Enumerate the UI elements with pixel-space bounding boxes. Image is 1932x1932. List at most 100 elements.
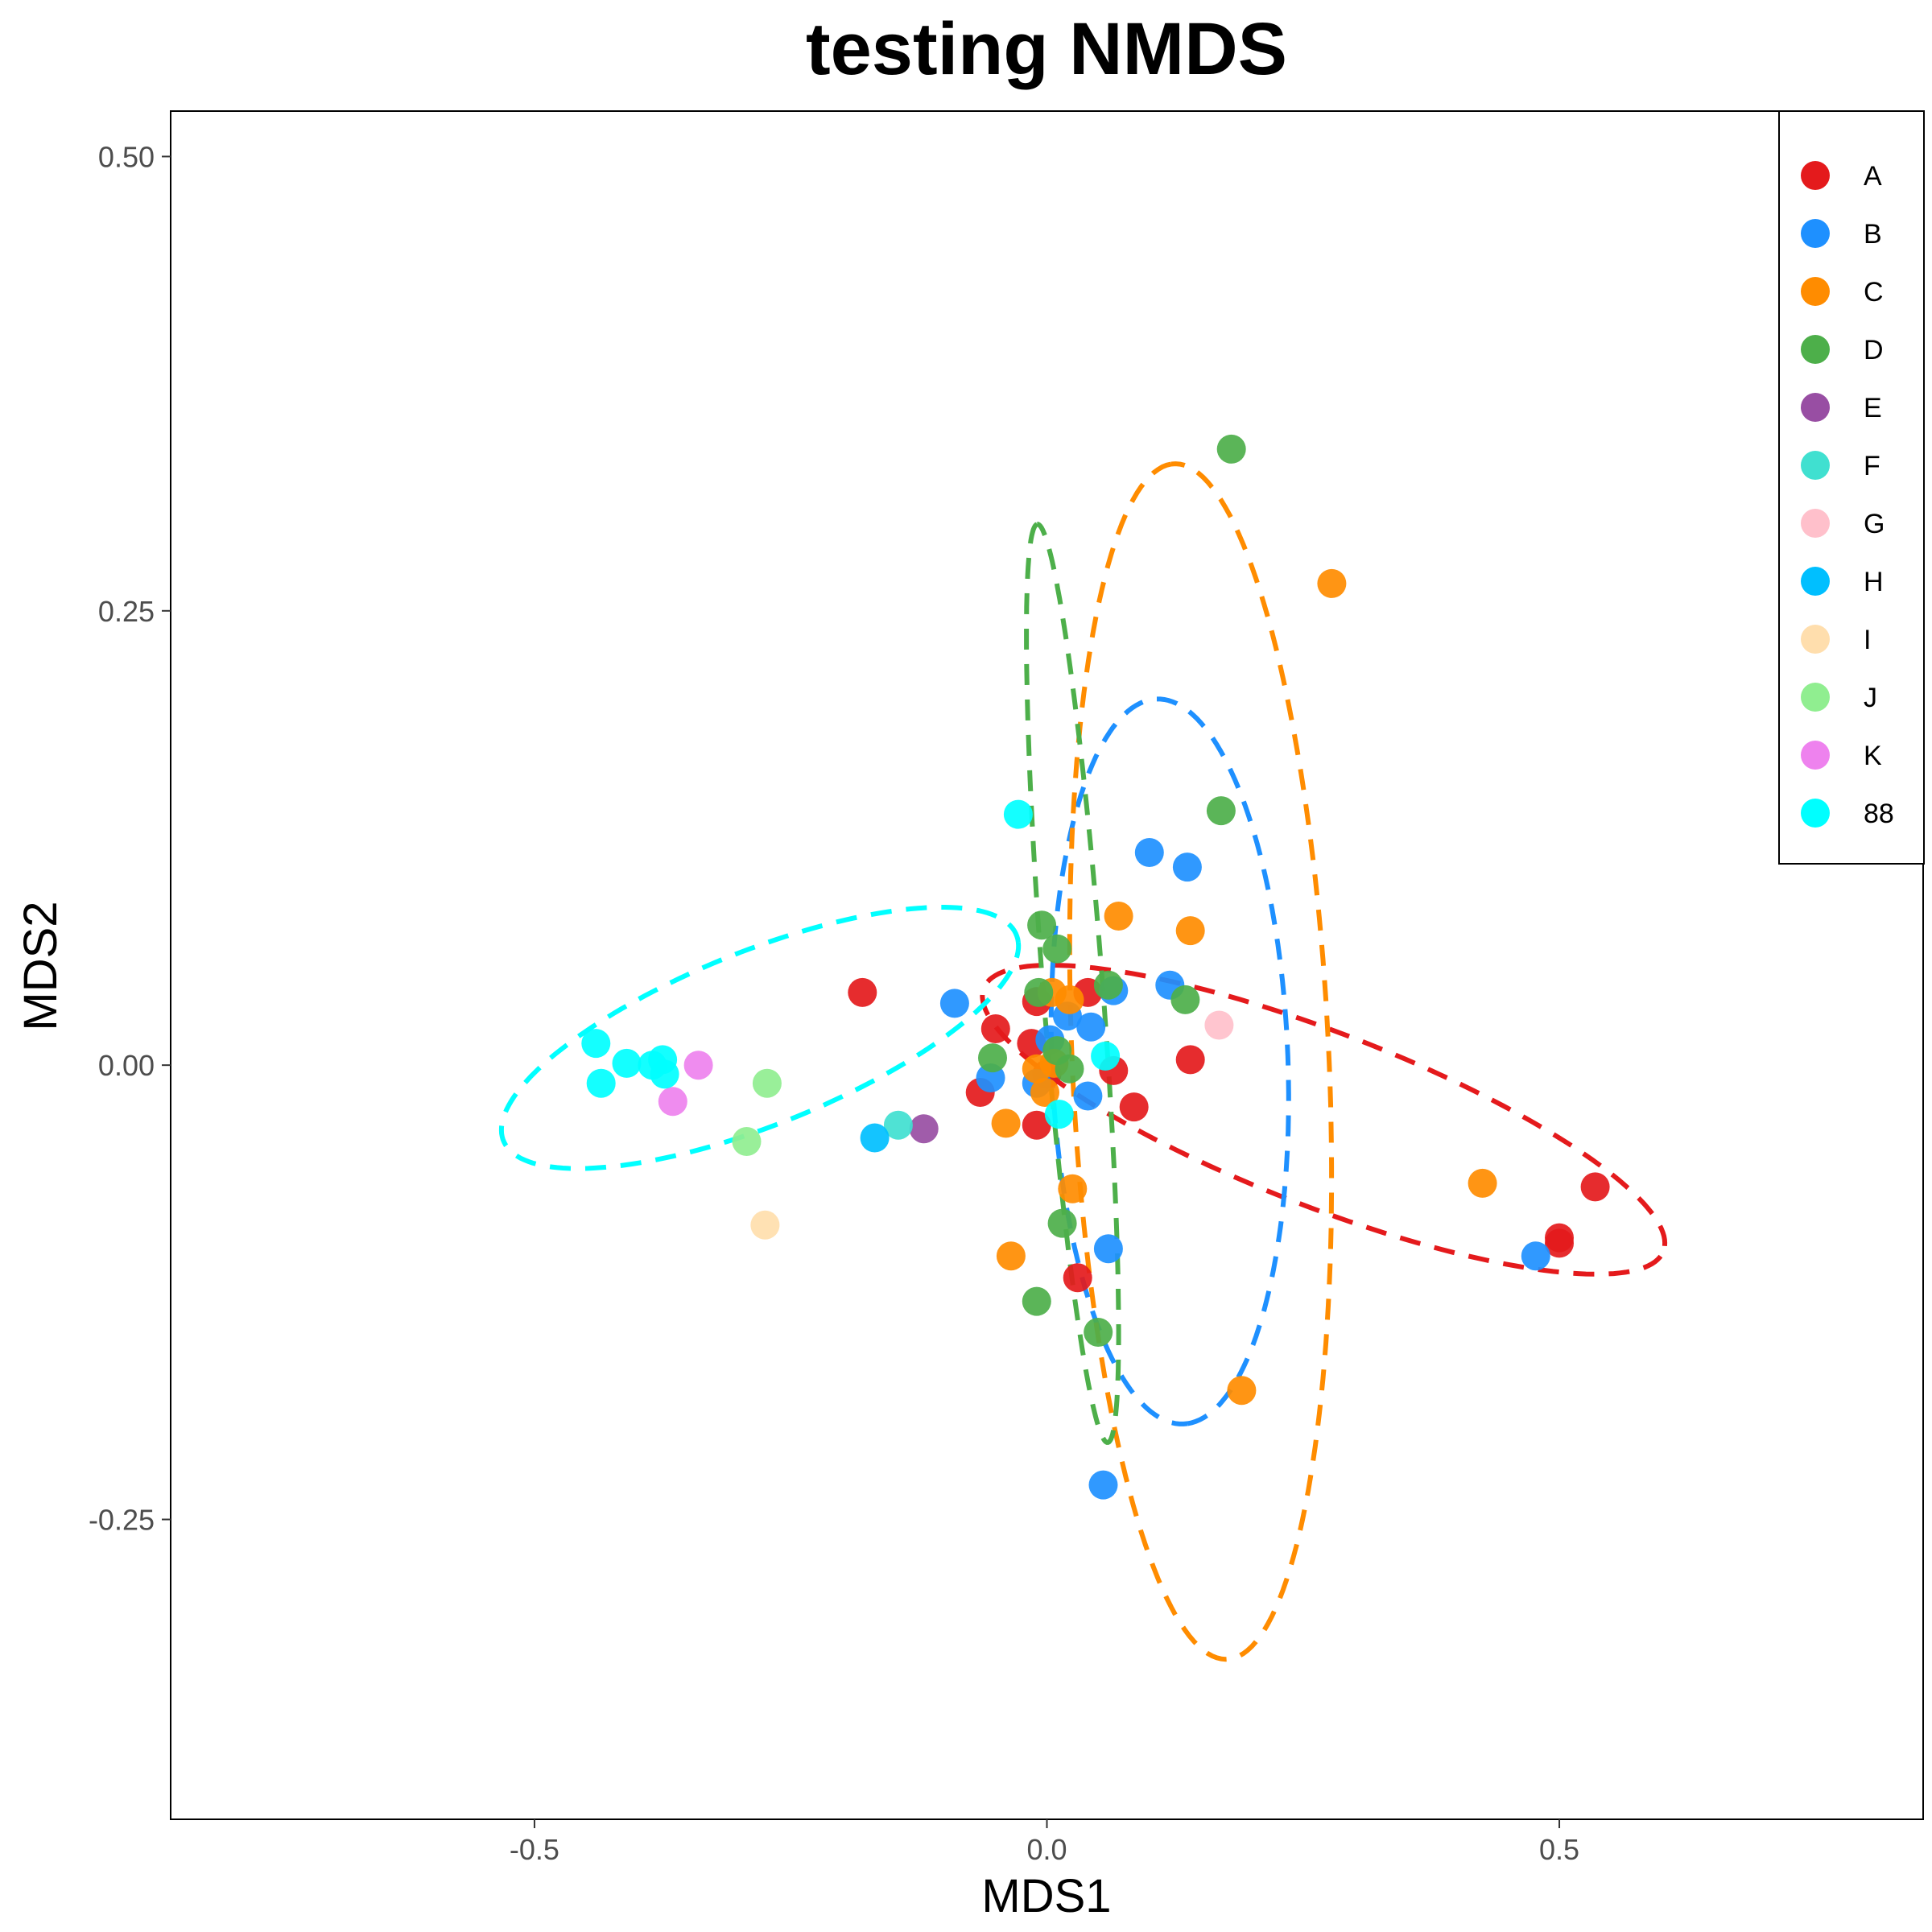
legend-label-I: I [1864, 625, 1871, 655]
point-H-0 [860, 1123, 890, 1153]
legend-key-E [1801, 393, 1830, 422]
point-C-8 [991, 1108, 1021, 1138]
point-88-5 [650, 1059, 679, 1089]
point-F-0 [883, 1110, 913, 1140]
point-J-1 [732, 1127, 762, 1156]
point-A-14 [1063, 1263, 1092, 1293]
point-B-11 [1093, 1234, 1123, 1264]
point-B-10 [1073, 1081, 1103, 1111]
ellipse-C [1067, 461, 1335, 1662]
legend-key-K [1801, 741, 1830, 770]
point-88-0 [581, 1029, 611, 1059]
point-D-4 [1093, 970, 1123, 1000]
point-D-5 [1024, 977, 1054, 1007]
y-tick-label: 0.25 [98, 595, 155, 628]
point-88-8 [1044, 1100, 1074, 1129]
point-G-0 [1204, 1010, 1234, 1040]
point-E-0 [909, 1114, 939, 1144]
point-C-7 [1030, 1078, 1059, 1107]
point-B-1 [1134, 838, 1164, 867]
legend-label-D: D [1864, 335, 1884, 365]
legend-label-C: C [1864, 277, 1884, 308]
point-D-0 [1216, 434, 1246, 464]
point-D-2 [1027, 910, 1057, 940]
point-K-0 [683, 1051, 713, 1080]
point-D-3 [1042, 934, 1072, 964]
legend-label-A: A [1864, 161, 1882, 192]
legend-label-E: E [1864, 393, 1882, 423]
point-A-11 [1580, 1172, 1610, 1202]
legend-key-F [1801, 451, 1830, 480]
point-B-0 [939, 989, 969, 1018]
x-tick-label: 0.0 [1026, 1833, 1067, 1866]
legend-key-D [1801, 335, 1830, 364]
point-B-12 [1521, 1241, 1550, 1271]
point-J-0 [752, 1068, 782, 1098]
point-88-2 [612, 1048, 642, 1078]
legend-label-88: 88 [1864, 799, 1894, 829]
legend-label-B: B [1864, 219, 1882, 250]
legend-label-J: J [1864, 683, 1877, 713]
legend-key-B [1801, 219, 1830, 248]
point-D-6 [1170, 985, 1200, 1014]
y-tick-label: -0.25 [89, 1504, 155, 1537]
point-C-2 [1175, 916, 1205, 946]
point-D-1 [1206, 796, 1236, 826]
point-A-13 [1545, 1228, 1574, 1258]
y-axis-title: MDS2 [14, 901, 67, 1030]
x-axis: -0.5 0.0 0.5 [510, 1819, 1579, 1866]
point-K-1 [658, 1087, 687, 1117]
legend-key-G [1801, 509, 1830, 538]
legend-key-C [1801, 277, 1830, 306]
point-A-8 [1022, 1110, 1051, 1140]
plot-panel-border [170, 110, 1924, 1820]
ellipse-A [980, 963, 1668, 1277]
point-D-8 [978, 1043, 1007, 1073]
point-D-10 [1047, 1208, 1077, 1238]
point-I-0 [750, 1210, 780, 1240]
point-C-11 [1468, 1168, 1497, 1198]
point-A-9 [1119, 1092, 1149, 1122]
x-tick-label: -0.5 [510, 1833, 559, 1866]
point-88-7 [1091, 1041, 1121, 1071]
y-tick-label: 0.00 [98, 1049, 155, 1082]
point-C-12 [1227, 1376, 1257, 1406]
point-88-1 [586, 1068, 616, 1098]
point-B-13 [1088, 1470, 1118, 1500]
point-A-1 [980, 1014, 1010, 1043]
x-axis-title: MDS1 [981, 1870, 1111, 1922]
legend-key-H [1801, 567, 1830, 596]
ellipse-88 [498, 905, 1022, 1171]
legend-label-K: K [1864, 741, 1882, 771]
point-88-6 [1003, 799, 1033, 829]
data-points [581, 434, 1610, 1500]
confidence-ellipses [498, 461, 1668, 1662]
legend-label-H: H [1864, 567, 1884, 597]
point-A-10 [1175, 1045, 1205, 1075]
point-C-0 [1317, 568, 1347, 598]
point-C-9 [1058, 1174, 1088, 1203]
legend-label-G: G [1864, 509, 1885, 539]
y-tick-label: 0.50 [98, 140, 155, 173]
x-tick-label: 0.5 [1539, 1833, 1579, 1866]
ellipse-B [1048, 696, 1291, 1426]
point-D-12 [1084, 1318, 1113, 1347]
point-C-1 [1104, 902, 1133, 931]
point-A-0 [848, 977, 877, 1007]
point-D-9 [1055, 1054, 1084, 1084]
ellipse-D [1024, 522, 1121, 1445]
y-axis: -0.25 0.00 0.25 0.50 [89, 140, 171, 1537]
legend-key-88 [1801, 799, 1830, 828]
chart-title: testing NMDS [806, 8, 1287, 90]
point-B-2 [1172, 852, 1202, 882]
point-B-5 [1076, 1012, 1106, 1042]
point-D-11 [1022, 1286, 1051, 1316]
legend-label-F: F [1864, 451, 1880, 481]
point-C-10 [996, 1241, 1026, 1271]
legend-key-I [1801, 625, 1830, 654]
legend-box [1778, 110, 1925, 865]
legend-key-J [1801, 683, 1830, 712]
legend-key-A [1801, 161, 1830, 190]
